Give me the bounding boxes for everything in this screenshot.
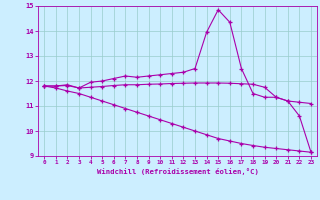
X-axis label: Windchill (Refroidissement éolien,°C): Windchill (Refroidissement éolien,°C) bbox=[97, 168, 259, 175]
